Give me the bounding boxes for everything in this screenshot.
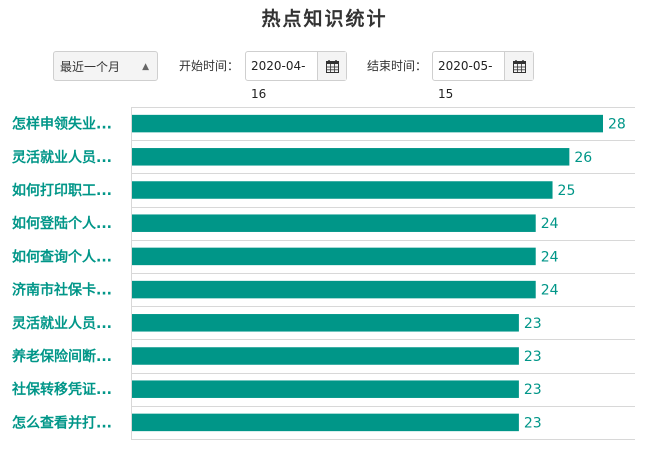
end-date-value: 2020-05-15 — [438, 59, 493, 101]
start-date-label: 开始时间： — [179, 59, 240, 73]
date-range-select[interactable]: 最近一个月 ▲ — [53, 51, 158, 81]
start-date-value: 2020-04-16 — [251, 59, 306, 101]
data-label: 24 — [541, 216, 559, 232]
data-label: 28 — [608, 117, 626, 133]
category-label: 灵活就业人员... — [12, 149, 112, 166]
start-date-picker-button[interactable] — [317, 52, 346, 80]
start-date-field[interactable]: 2020-04-16 — [245, 51, 347, 101]
category-label: 济南市社保卡... — [12, 282, 112, 299]
bar — [132, 314, 519, 332]
bar — [132, 280, 536, 299]
bar — [132, 347, 519, 365]
category-label: 如何查询个人... — [12, 248, 112, 265]
category-label: 如何打印职工... — [12, 182, 112, 199]
bar — [132, 181, 553, 199]
bar — [132, 148, 570, 166]
filter-bar: 最近一个月 ▲ 开始时间： 2020-04-16 结束时间： 2020-05-1… — [0, 51, 649, 101]
data-label: 23 — [524, 349, 542, 365]
data-label: 26 — [574, 150, 592, 166]
date-range-select-value: 最近一个月 — [60, 60, 121, 74]
end-date-label: 结束时间： — [367, 59, 428, 73]
calendar-icon — [512, 59, 526, 73]
data-label: 24 — [541, 283, 559, 299]
bar — [132, 247, 536, 266]
category-label: 养老保险间断... — [11, 348, 112, 365]
category-label: 怎么查看并打... — [12, 414, 112, 431]
category-label: 社保转移凭证... — [11, 381, 112, 398]
end-date-field[interactable]: 2020-05-15 — [432, 51, 534, 101]
bar — [132, 214, 536, 232]
data-label: 23 — [524, 316, 542, 332]
bar — [132, 114, 603, 133]
data-label: 25 — [558, 183, 576, 199]
page-title: 热点知识统计 — [261, 8, 388, 30]
data-label: 24 — [541, 249, 559, 265]
bar — [132, 413, 519, 432]
category-label: 灵活就业人员... — [12, 315, 112, 332]
data-label: 23 — [524, 382, 542, 398]
bar — [132, 380, 519, 398]
data-label: 23 — [524, 415, 542, 431]
select-arrows-icon: ▲ — [142, 62, 149, 72]
category-label: 如何登陆个人... — [12, 215, 112, 232]
category-label: 怎样申领失业... — [12, 116, 112, 133]
calendar-icon — [325, 59, 339, 73]
end-date-picker-button[interactable] — [504, 52, 533, 80]
